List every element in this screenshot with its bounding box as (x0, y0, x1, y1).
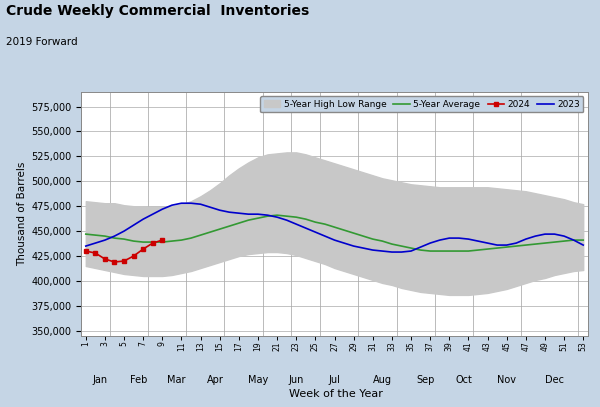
Text: Oct: Oct (455, 375, 472, 385)
Y-axis label: Thousand of Barrels: Thousand of Barrels (17, 162, 27, 266)
Text: Week of the Year: Week of the Year (289, 389, 383, 399)
Text: Crude Weekly Commercial  Inventories: Crude Weekly Commercial Inventories (6, 4, 309, 18)
Text: Jan: Jan (92, 375, 107, 385)
Text: Apr: Apr (206, 375, 223, 385)
Text: Mar: Mar (167, 375, 186, 385)
Legend: 5-Year High Low Range, 5-Year Average, 2024, 2023: 5-Year High Low Range, 5-Year Average, 2… (260, 96, 583, 112)
Text: Nov: Nov (497, 375, 516, 385)
Text: May: May (248, 375, 268, 385)
Text: 2019 Forward: 2019 Forward (6, 37, 77, 47)
Text: Jul: Jul (329, 375, 340, 385)
Text: Dec: Dec (545, 375, 564, 385)
Text: Jun: Jun (289, 375, 304, 385)
Text: Aug: Aug (373, 375, 392, 385)
Text: Feb: Feb (130, 375, 147, 385)
Text: Sep: Sep (416, 375, 434, 385)
